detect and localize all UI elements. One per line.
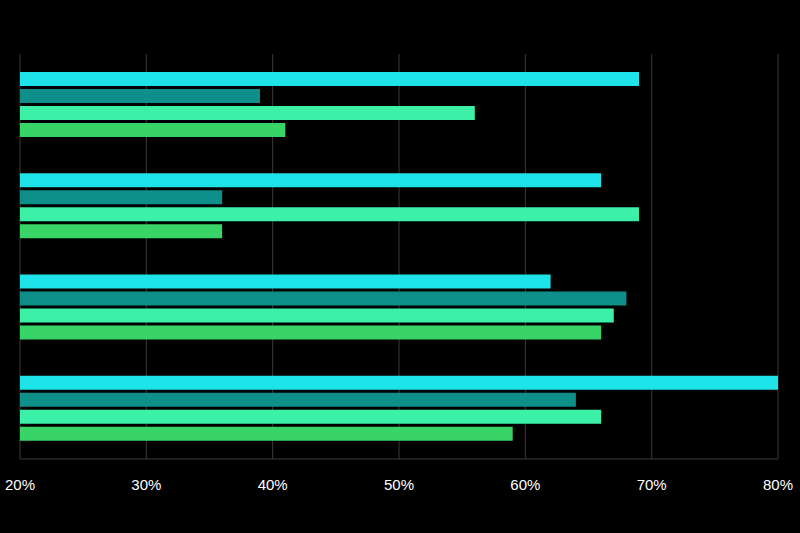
svg-text:40%: 40% — [258, 476, 288, 493]
svg-text:60%: 60% — [510, 476, 540, 493]
svg-text:80%: 80% — [763, 476, 792, 493]
svg-text:30%: 30% — [131, 476, 161, 493]
svg-text:50%: 50% — [384, 476, 414, 493]
svg-text:70%: 70% — [637, 476, 667, 493]
svg-text:20%: 20% — [8, 476, 35, 493]
